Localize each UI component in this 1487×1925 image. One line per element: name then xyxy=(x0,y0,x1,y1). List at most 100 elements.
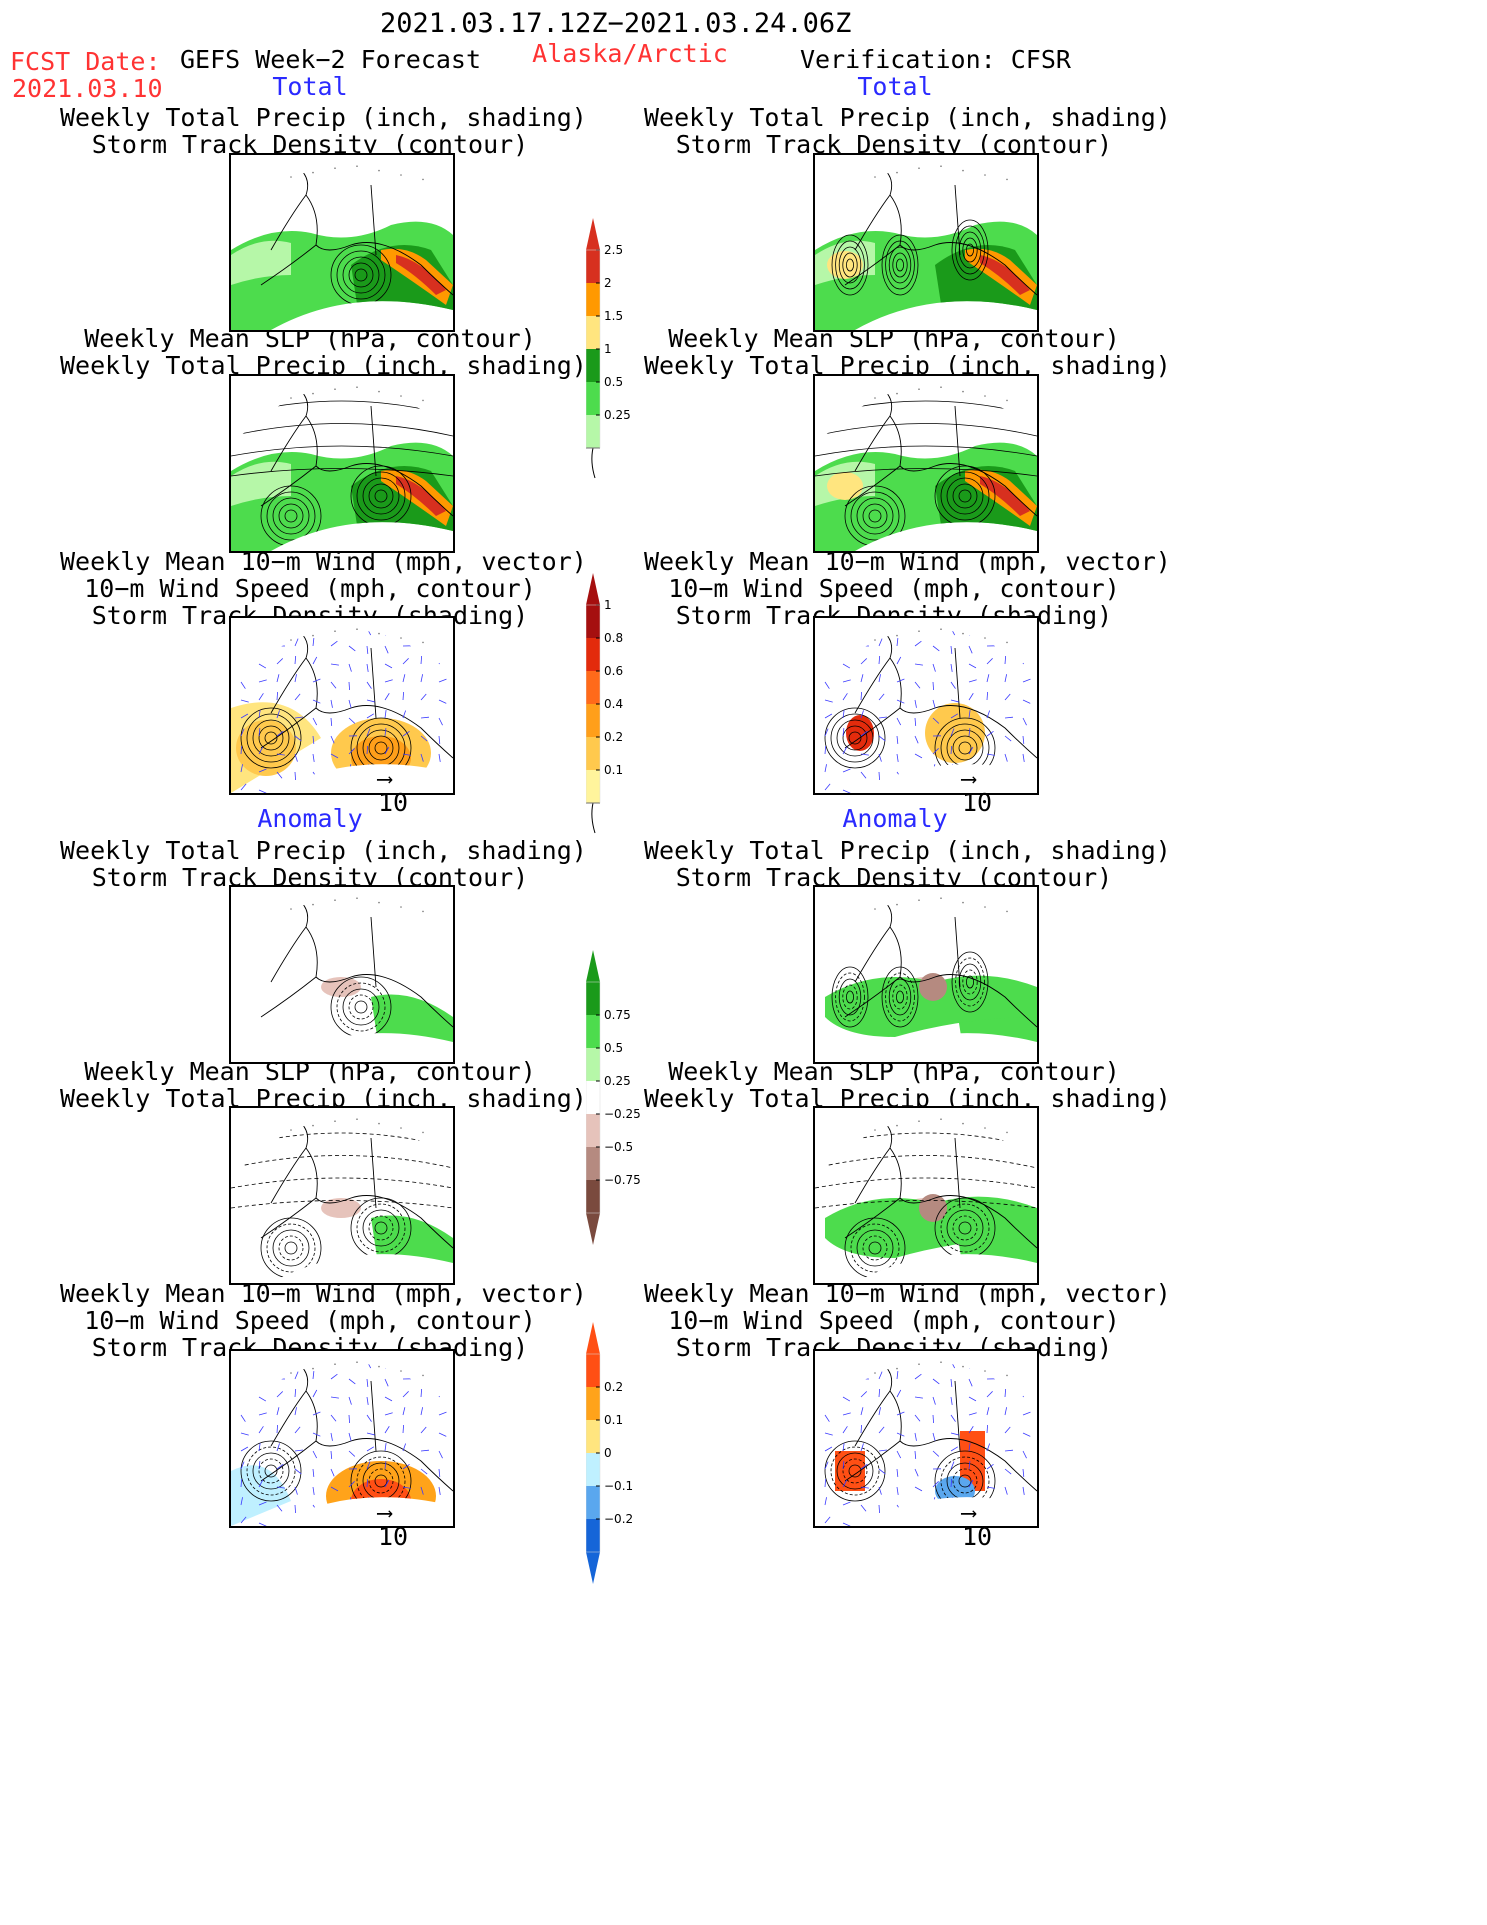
precip-shading xyxy=(396,255,446,295)
contour-line xyxy=(258,725,284,751)
grid-dot xyxy=(312,171,314,174)
wind-vector xyxy=(384,728,387,737)
wind-vector xyxy=(294,1407,297,1416)
anomaly-shading xyxy=(825,975,1037,1037)
wind-vector xyxy=(824,1461,829,1470)
grid-dot xyxy=(1006,641,1008,644)
grid-dot xyxy=(400,395,402,397)
grid-dot xyxy=(962,169,964,172)
contour-line xyxy=(342,988,380,1026)
wind-vector xyxy=(986,691,988,701)
wind-vector xyxy=(240,783,247,791)
grid-dot xyxy=(984,637,986,639)
colorbar-segment xyxy=(586,704,600,737)
colorbar-tick-label: 0.1 xyxy=(604,1413,623,1427)
map-graphic xyxy=(231,1353,453,1526)
wind-vector xyxy=(438,1389,444,1398)
wind-vector xyxy=(914,1450,917,1460)
contour-line xyxy=(264,731,278,745)
grid-dots xyxy=(874,386,1008,402)
wind-vector xyxy=(1022,1389,1028,1398)
contour-line xyxy=(284,1241,298,1255)
grid-dot xyxy=(940,1361,942,1363)
contour-line xyxy=(885,972,915,1022)
wind-vector xyxy=(878,638,883,647)
grid-dots xyxy=(874,165,1008,181)
reference-arrow-icon: ⟶ xyxy=(962,767,976,792)
wind-vector xyxy=(366,681,372,689)
wind-vector xyxy=(294,638,299,647)
wind-vector xyxy=(313,620,314,628)
wind-vector xyxy=(330,1468,335,1477)
wind-vector xyxy=(331,1353,334,1361)
grid-dot xyxy=(918,388,920,390)
wind-vector xyxy=(950,663,953,672)
wind-vector xyxy=(842,663,851,669)
wind-vector xyxy=(842,1426,848,1434)
colorbar-segment xyxy=(586,415,600,448)
wind-vector xyxy=(986,753,995,756)
section-total-right: Total xyxy=(857,72,933,101)
colorbar-segment xyxy=(586,1486,600,1519)
wind-vector xyxy=(824,764,827,773)
wind-vector xyxy=(420,1522,424,1526)
wind-vector xyxy=(348,699,352,708)
wind-vector xyxy=(258,693,264,701)
grid-dots xyxy=(874,897,1008,913)
wind-vector xyxy=(914,1468,919,1477)
wind-vector xyxy=(240,1461,245,1470)
contour-line xyxy=(266,1223,316,1273)
panel-title-wind: Weekly Mean 10−m Wind (mph, vector) 10−m… xyxy=(644,547,1171,630)
contour-line xyxy=(368,1215,394,1241)
wind-vector xyxy=(366,1432,375,1436)
grid-dot xyxy=(312,634,314,637)
grid-dot xyxy=(378,1122,380,1125)
wind-vector xyxy=(366,1478,369,1488)
wind-vector xyxy=(366,699,375,703)
wind-vector xyxy=(968,728,971,737)
wind-vector xyxy=(950,1461,955,1470)
grid-dot xyxy=(962,390,964,393)
wind-vector xyxy=(860,1361,868,1367)
grid-dot xyxy=(356,897,358,899)
wind-vector xyxy=(240,1378,243,1387)
wind-vector xyxy=(420,674,424,683)
grid-dot xyxy=(334,1120,336,1122)
wind-vector xyxy=(402,658,409,665)
wind-vector xyxy=(276,1504,283,1512)
wind-vector xyxy=(842,679,851,683)
wind-vector xyxy=(896,638,899,647)
wind-vector xyxy=(1004,655,1007,665)
contour-line xyxy=(842,1458,868,1484)
contour-line xyxy=(231,1177,453,1189)
grid-dot xyxy=(422,1374,424,1377)
wind-vector xyxy=(1022,1411,1031,1416)
contour-line xyxy=(952,735,978,761)
contour-line xyxy=(958,963,982,1001)
grid-dots xyxy=(874,1118,1008,1134)
wind-vector xyxy=(914,783,920,791)
wind-vector xyxy=(860,1486,869,1489)
wind-vector xyxy=(240,1432,249,1436)
wind-vector xyxy=(896,753,899,762)
wind-vector xyxy=(1004,1486,1008,1495)
wind-vector xyxy=(276,628,284,634)
wind-vector xyxy=(384,1461,387,1470)
wind-vector xyxy=(312,789,321,793)
wind-vector xyxy=(438,656,444,665)
contour-line xyxy=(958,1474,972,1488)
wind-vector xyxy=(878,716,887,719)
contour-line xyxy=(354,1000,368,1014)
wind-vector xyxy=(312,1522,321,1526)
wind-vector xyxy=(420,1388,423,1398)
wind-vector xyxy=(860,789,863,793)
wind-vector xyxy=(1022,1486,1025,1495)
contour-line xyxy=(362,1209,400,1247)
wind-vector xyxy=(312,771,318,779)
wind-vector xyxy=(1022,1504,1028,1512)
contour-line xyxy=(272,1229,310,1267)
coastline xyxy=(260,169,453,296)
wind-vector xyxy=(294,655,297,665)
wind-vector xyxy=(366,1497,370,1506)
wind-vector xyxy=(240,764,243,773)
